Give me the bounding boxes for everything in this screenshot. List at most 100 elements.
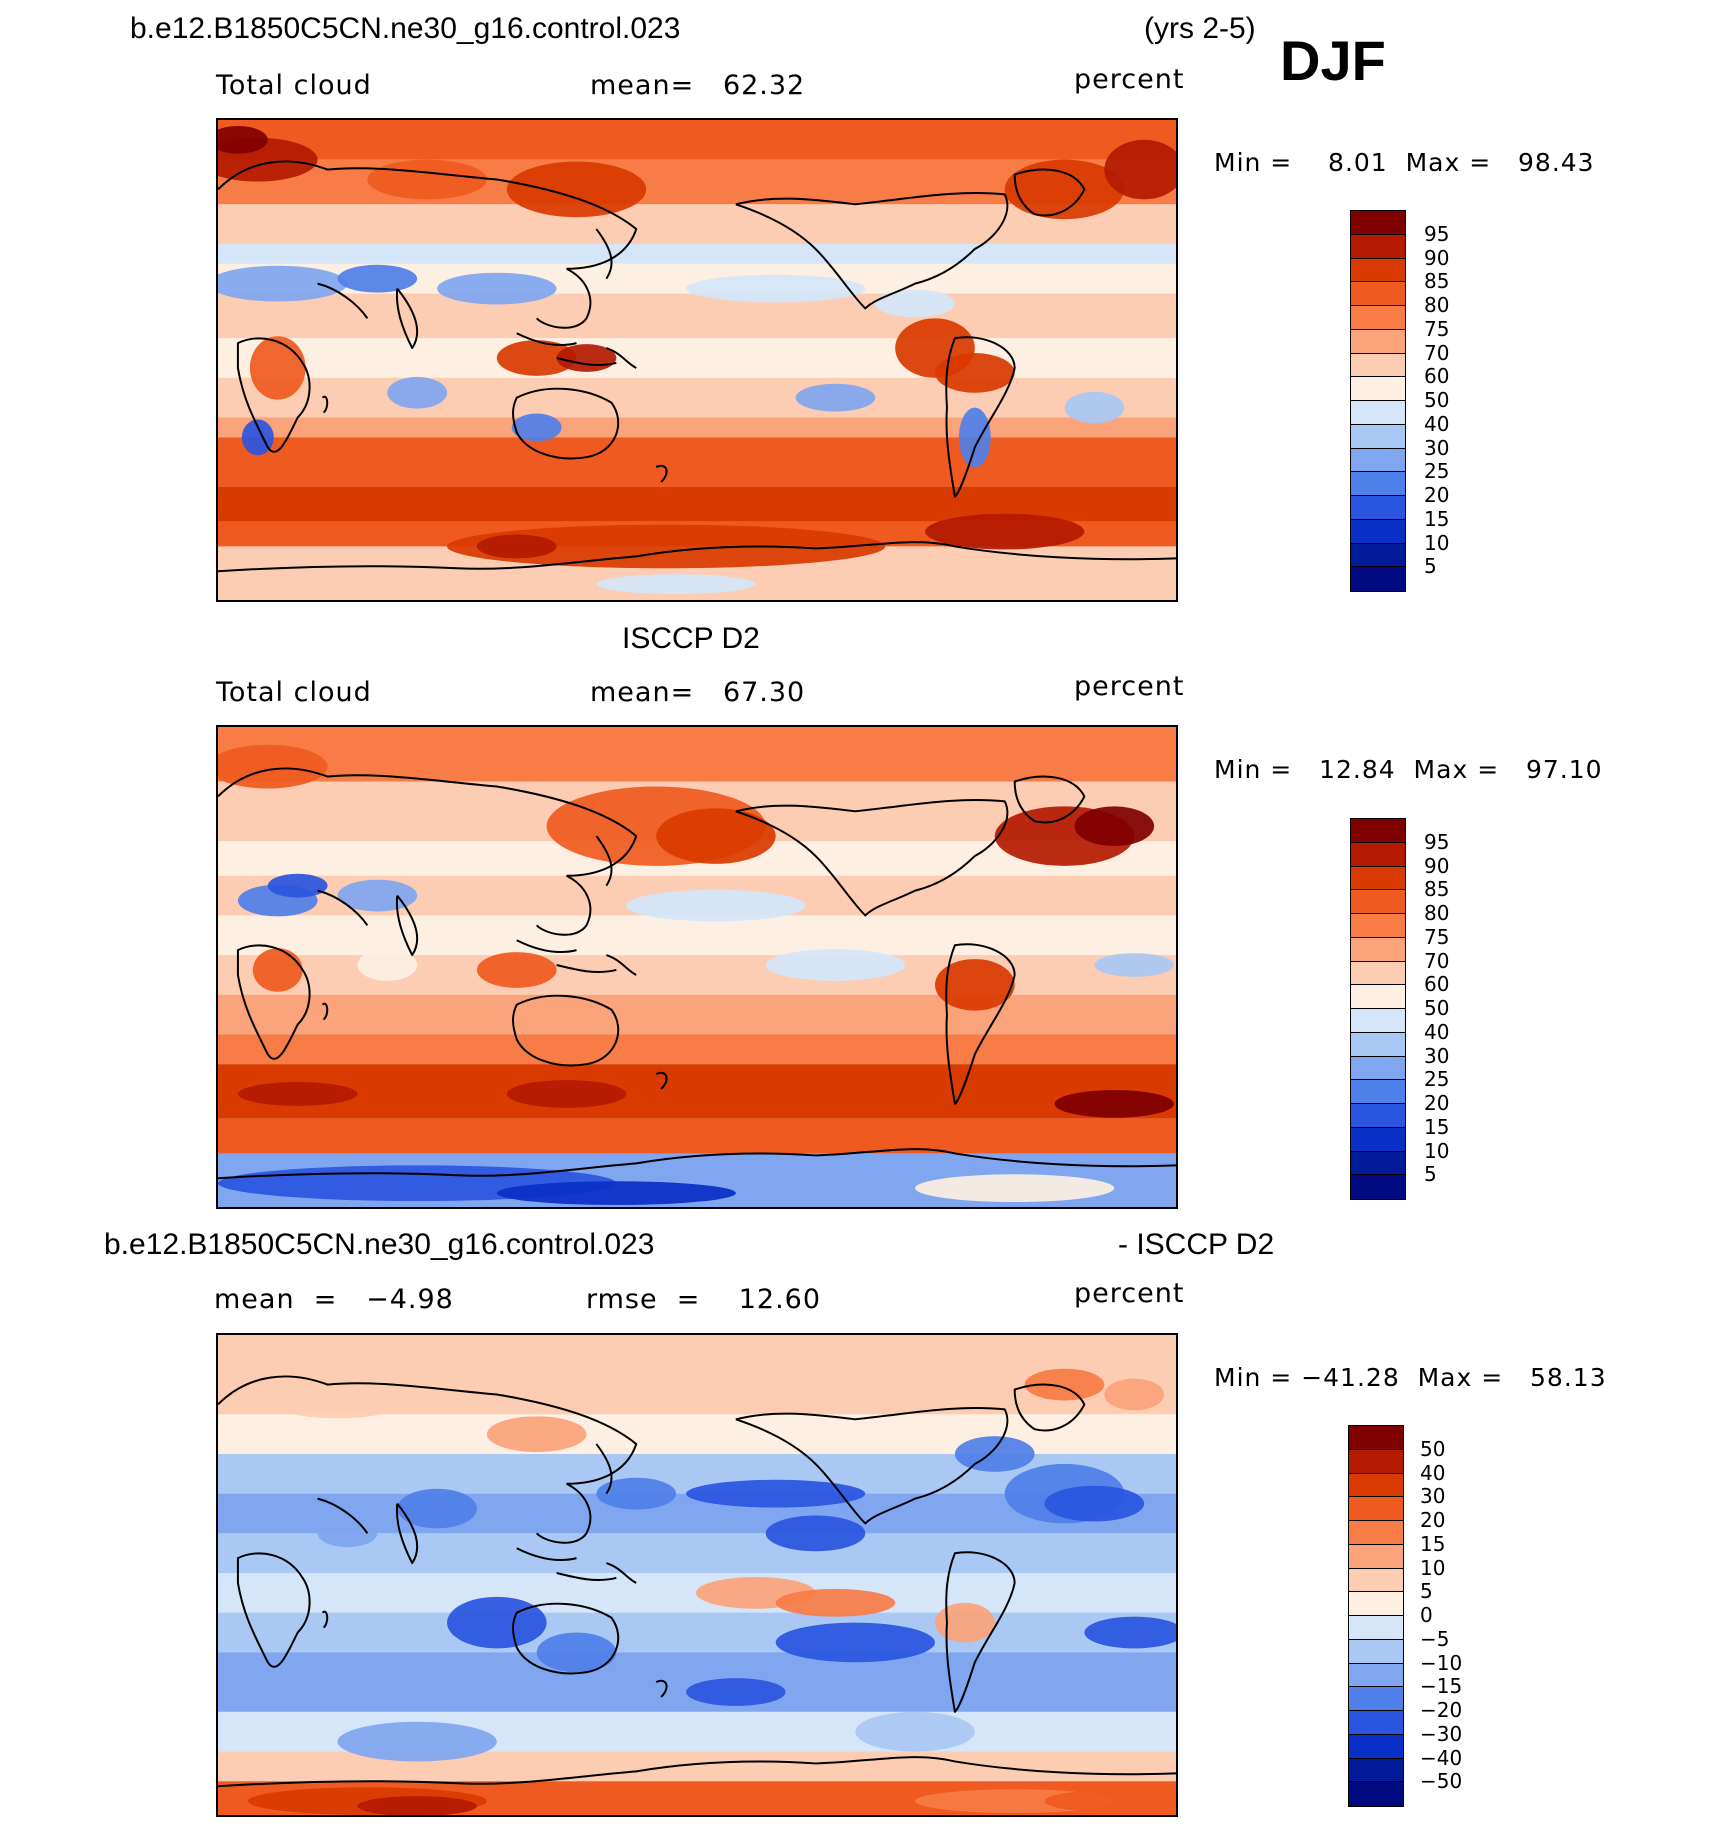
colorbar-tick-label: −30 [1420, 1721, 1463, 1746]
colorbar-swatch [1351, 282, 1405, 306]
contour-region [1104, 139, 1176, 200]
contour-region [875, 289, 955, 318]
colorbar-swatch [1349, 1568, 1403, 1593]
colorbar-swatch [1349, 1544, 1403, 1569]
colorbar-swatch [1349, 1758, 1403, 1783]
colorbar-tick-label: −40 [1420, 1745, 1463, 1770]
colorbar-tick-label: 60 [1424, 364, 1450, 389]
colorbar-swatch [1349, 1663, 1403, 1688]
contour-band [218, 1533, 1176, 1574]
colorbar-swatch [1351, 1104, 1405, 1128]
colorbar-swatch [1351, 1151, 1405, 1176]
colorbar-tick-label: 70 [1424, 340, 1450, 365]
colorbar-tick-label: 40 [1420, 1460, 1446, 1485]
contour-region [958, 407, 991, 468]
contour-region [252, 948, 303, 992]
colorbar-tick-label: 10 [1420, 1555, 1446, 1580]
contour-region [437, 272, 557, 305]
contour-region [935, 353, 1015, 393]
panel-1-left-label: Total cloud [216, 70, 372, 101]
contour-region [656, 808, 776, 864]
contour-band [218, 727, 1176, 782]
contour-band [218, 338, 1176, 378]
panel-3-colorbar [1348, 1425, 1404, 1807]
contour-band [218, 293, 1176, 339]
contour-region [337, 1721, 497, 1762]
colorbar-tick-label: 15 [1424, 1114, 1450, 1139]
colorbar-swatch [1351, 448, 1405, 473]
panel-2-map [216, 725, 1178, 1209]
colorbar-swatch [1349, 1687, 1403, 1711]
colorbar-swatch [1351, 985, 1405, 1009]
map-contours-2 [218, 727, 1176, 1207]
colorbar-tick-label: 40 [1424, 411, 1450, 436]
colorbar-swatch [1351, 914, 1405, 938]
colorbar-swatch [1349, 1426, 1403, 1450]
colorbar-tick-label: −20 [1420, 1698, 1463, 1722]
colorbar-swatch [1351, 258, 1405, 283]
panel-1-mean-label: mean= 62.32 [590, 70, 806, 101]
colorbar-tick-label: 10 [1424, 1138, 1450, 1163]
case-title: b.e12.B1850C5CN.ne30_g16.control.023 [130, 12, 681, 45]
contour-band [218, 1612, 1176, 1653]
contour-region [855, 1711, 975, 1752]
panel-3-units-label: percent [1074, 1278, 1185, 1309]
contour-region [596, 574, 756, 595]
colorbar-swatch [1351, 842, 1405, 867]
colorbar-tick-label: 15 [1420, 1531, 1446, 1556]
panel-2-left-label: Total cloud [216, 677, 372, 708]
contour-band [218, 204, 1176, 244]
colorbar-swatch [1351, 519, 1405, 544]
colorbar-swatch [1349, 1521, 1403, 1545]
colorbar-swatch [1351, 401, 1405, 425]
panel-2-colorbar [1350, 818, 1406, 1200]
colorbar-tick-label: −15 [1420, 1674, 1463, 1699]
colorbar-tick-label: 95 [1424, 221, 1450, 246]
contour-region [267, 873, 328, 898]
contour-band [218, 243, 1176, 264]
contour-region [1084, 1616, 1176, 1649]
colorbar-swatch [1351, 1080, 1405, 1104]
contour-region [935, 1602, 995, 1643]
contour-band [218, 1034, 1176, 1065]
colorbar-tick-label: 50 [1424, 996, 1450, 1020]
colorbar-tick-label: 0 [1420, 1603, 1433, 1627]
coastlines [218, 1375, 1176, 1788]
colorbar-tick-label: 80 [1424, 901, 1450, 925]
colorbar-tick-label: 60 [1424, 972, 1450, 997]
contour-region [476, 534, 557, 559]
colorbar-swatch [1351, 306, 1405, 330]
colorbar-swatch [1351, 1127, 1405, 1152]
panel-2-colorbar-labels: 95 90 85 80 75 70 60 50 40 30 25 20 15 10 5 [1424, 818, 1484, 1200]
panel-2-units-label: percent [1074, 671, 1185, 702]
contour-region [795, 383, 876, 412]
colorbar-swatch [1351, 543, 1405, 568]
colorbar-tick-label: 85 [1424, 269, 1450, 294]
contour-region [218, 265, 348, 302]
colorbar-swatch [1349, 1639, 1403, 1664]
contour-band [218, 120, 1176, 160]
colorbar-swatch [1351, 1032, 1405, 1057]
contour-band [218, 915, 1176, 956]
contour-band [218, 1064, 1176, 1119]
colorbar-swatch [1349, 1782, 1403, 1806]
contour-region [476, 952, 557, 988]
panel-1-map [216, 118, 1178, 602]
colorbar-tick-label: 85 [1424, 877, 1450, 902]
contour-region [496, 340, 577, 376]
contour-region [686, 1678, 786, 1706]
panel-1-colorbar-labels: 95 90 85 80 75 70 60 50 40 30 25 20 15 10 5 [1424, 210, 1484, 592]
colorbar-swatch [1349, 1497, 1403, 1521]
colorbar-swatch [1351, 937, 1405, 962]
colorbar-swatch [1351, 353, 1405, 378]
colorbar-tick-label: 15 [1424, 506, 1450, 531]
contour-region [626, 889, 806, 922]
contour-region [357, 949, 418, 981]
colorbar-tick-label: 75 [1424, 924, 1450, 949]
contour-region [775, 1622, 936, 1663]
colorbar-swatch [1351, 496, 1405, 520]
colorbar-tick-label: 30 [1420, 1484, 1446, 1509]
colorbar-swatch [1351, 211, 1405, 235]
panel-3-title-left: b.e12.B1850C5CN.ne30_g16.control.023 [104, 1228, 655, 1261]
colorbar-swatch [1351, 1009, 1405, 1033]
